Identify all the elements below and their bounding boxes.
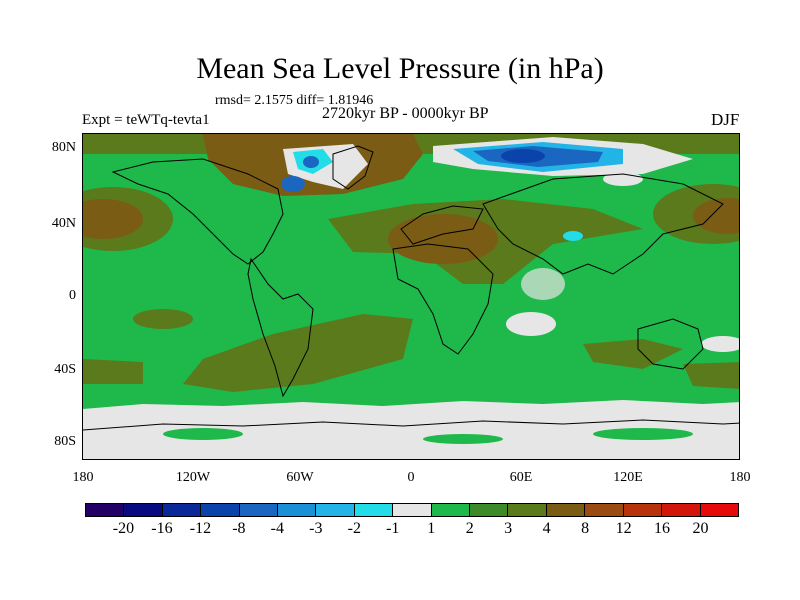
colorbar-box xyxy=(278,504,317,516)
map-panel xyxy=(82,133,740,460)
colorbar-box xyxy=(239,504,279,516)
experiment-label: Expt = teWTq-tevta1 xyxy=(82,112,210,128)
colorbar-label: 2 xyxy=(465,520,474,537)
lon-tick-label: 0 xyxy=(407,470,415,485)
field-pacific-olive xyxy=(133,309,193,329)
lat-tick-label: 40S xyxy=(54,362,76,377)
colorbar-box xyxy=(508,504,547,516)
colorbar-box xyxy=(86,504,125,516)
field-europe-high-core xyxy=(388,214,498,264)
lon-tick-label: 60E xyxy=(509,470,533,485)
colorbar-box xyxy=(354,504,394,516)
stats-text: rmsd= 2.1575 diff= 1.81946 xyxy=(215,93,374,108)
colorbar-label: -20 xyxy=(112,520,135,537)
colorbar-label: 16 xyxy=(654,520,671,537)
colorbar-label: 1 xyxy=(427,520,436,537)
coast-australia xyxy=(637,318,704,370)
field-antarctic-green-2 xyxy=(423,434,503,444)
field-antarctic-green-3 xyxy=(593,428,693,440)
field-antarctic-green-1 xyxy=(163,428,243,440)
colorbar-box xyxy=(623,504,663,516)
coast-north-america xyxy=(111,158,284,265)
field-npac-high-core-east xyxy=(693,198,739,234)
coastlines xyxy=(83,145,739,431)
colorbar-box xyxy=(546,504,586,516)
field-india-cyan xyxy=(563,231,583,241)
coast-south-america xyxy=(247,257,314,398)
coast-antarctica xyxy=(83,419,739,431)
colorbar-box xyxy=(585,504,624,516)
lon-tick-label: 120E xyxy=(613,470,643,485)
coast-europe xyxy=(400,205,484,245)
coast-africa xyxy=(392,243,494,355)
colorbar-box xyxy=(470,504,509,516)
map-field xyxy=(83,134,739,459)
field-s-pacific-east xyxy=(683,362,739,389)
colorbar-label: -16 xyxy=(151,520,173,537)
season-label: DJF xyxy=(711,110,740,129)
colorbar-label: 12 xyxy=(615,520,632,537)
lon-tick-label: 120W xyxy=(175,470,211,485)
field-antarctic-white xyxy=(83,400,739,459)
period-label: 2720kyr BP - 0000kyr BP xyxy=(322,105,489,122)
field-siberia-deep-blue xyxy=(501,149,545,163)
page-title: Mean Sea Level Pressure (in hPa) xyxy=(196,52,604,85)
field-indian-ocean-white xyxy=(506,312,556,336)
coast-asia xyxy=(482,173,724,275)
colorbar-label: 4 xyxy=(542,520,551,537)
colorbar-label: -8 xyxy=(232,520,246,537)
lat-tick-label: 0 xyxy=(69,288,76,303)
colorbar-label: 8 xyxy=(581,520,590,537)
colorbar-box xyxy=(201,504,240,516)
field-s-pacific-west xyxy=(83,359,143,384)
colorbar-label: -12 xyxy=(189,520,212,537)
colorbar-label: -3 xyxy=(309,520,323,537)
colorbar-box xyxy=(700,504,738,516)
colorbar-box xyxy=(316,504,355,516)
lat-tick-label: 40N xyxy=(51,216,76,231)
field-s-indian-high xyxy=(583,339,683,369)
colorbar-box xyxy=(662,504,701,516)
lat-tick-label: 80S xyxy=(54,434,76,449)
colorbar-label: 3 xyxy=(504,520,513,537)
field-australia-white xyxy=(701,336,739,352)
coast-greenland xyxy=(332,145,374,190)
colorbar-label: -1 xyxy=(386,520,400,537)
lon-tick-label: 60W xyxy=(286,470,314,485)
lon-tick-label: 180 xyxy=(729,470,751,485)
field-baffin-blue xyxy=(281,176,305,192)
colorbar-label: -2 xyxy=(347,520,361,537)
colorbar-box xyxy=(124,504,163,516)
field-greenland-blue xyxy=(303,156,319,168)
field-s-pacific-high xyxy=(183,314,413,392)
lat-tick-label: 80N xyxy=(51,140,76,155)
colorbar-label: 20 xyxy=(692,520,709,537)
field-arabian-sea-hatch xyxy=(521,268,565,300)
lon-tick-label: 180 xyxy=(72,470,94,485)
colorbar-box xyxy=(431,504,471,516)
colorbar-label: -4 xyxy=(270,520,284,537)
colorbar xyxy=(85,503,739,517)
colorbar-box xyxy=(162,504,202,516)
colorbar-box xyxy=(393,504,432,516)
field-npac-high-core-west xyxy=(83,199,143,239)
